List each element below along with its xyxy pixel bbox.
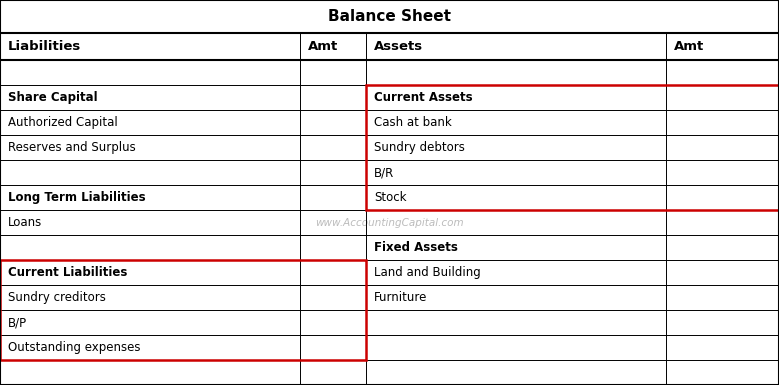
Text: B/R: B/R: [374, 166, 394, 179]
Bar: [366, 85, 779, 210]
Text: Share Capital: Share Capital: [8, 91, 97, 104]
Text: Long Term Liabilities: Long Term Liabilities: [8, 191, 146, 204]
Text: Furniture: Furniture: [374, 291, 428, 304]
Text: Cash at bank: Cash at bank: [374, 116, 452, 129]
Text: Sundry creditors: Sundry creditors: [8, 291, 106, 304]
Text: Reserves and Surplus: Reserves and Surplus: [8, 141, 136, 154]
Text: Current Assets: Current Assets: [374, 91, 473, 104]
Text: Amt: Amt: [308, 40, 338, 53]
Text: Fixed Assets: Fixed Assets: [374, 241, 458, 254]
Bar: [0, 260, 366, 360]
Text: Sundry debtors: Sundry debtors: [374, 141, 465, 154]
Text: Liabilities: Liabilities: [8, 40, 81, 53]
Text: Current Liabilities: Current Liabilities: [8, 266, 127, 279]
Text: Assets: Assets: [374, 40, 423, 53]
Text: Amt: Amt: [674, 40, 704, 53]
Text: Authorized Capital: Authorized Capital: [8, 116, 118, 129]
Text: Outstanding expenses: Outstanding expenses: [8, 341, 140, 354]
Text: Land and Building: Land and Building: [374, 266, 481, 279]
Text: B/P: B/P: [8, 316, 27, 329]
Text: Stock: Stock: [374, 191, 407, 204]
Text: Balance Sheet: Balance Sheet: [328, 9, 451, 24]
Text: www.AccountingCapital.com: www.AccountingCapital.com: [315, 218, 464, 228]
Text: Loans: Loans: [8, 216, 42, 229]
